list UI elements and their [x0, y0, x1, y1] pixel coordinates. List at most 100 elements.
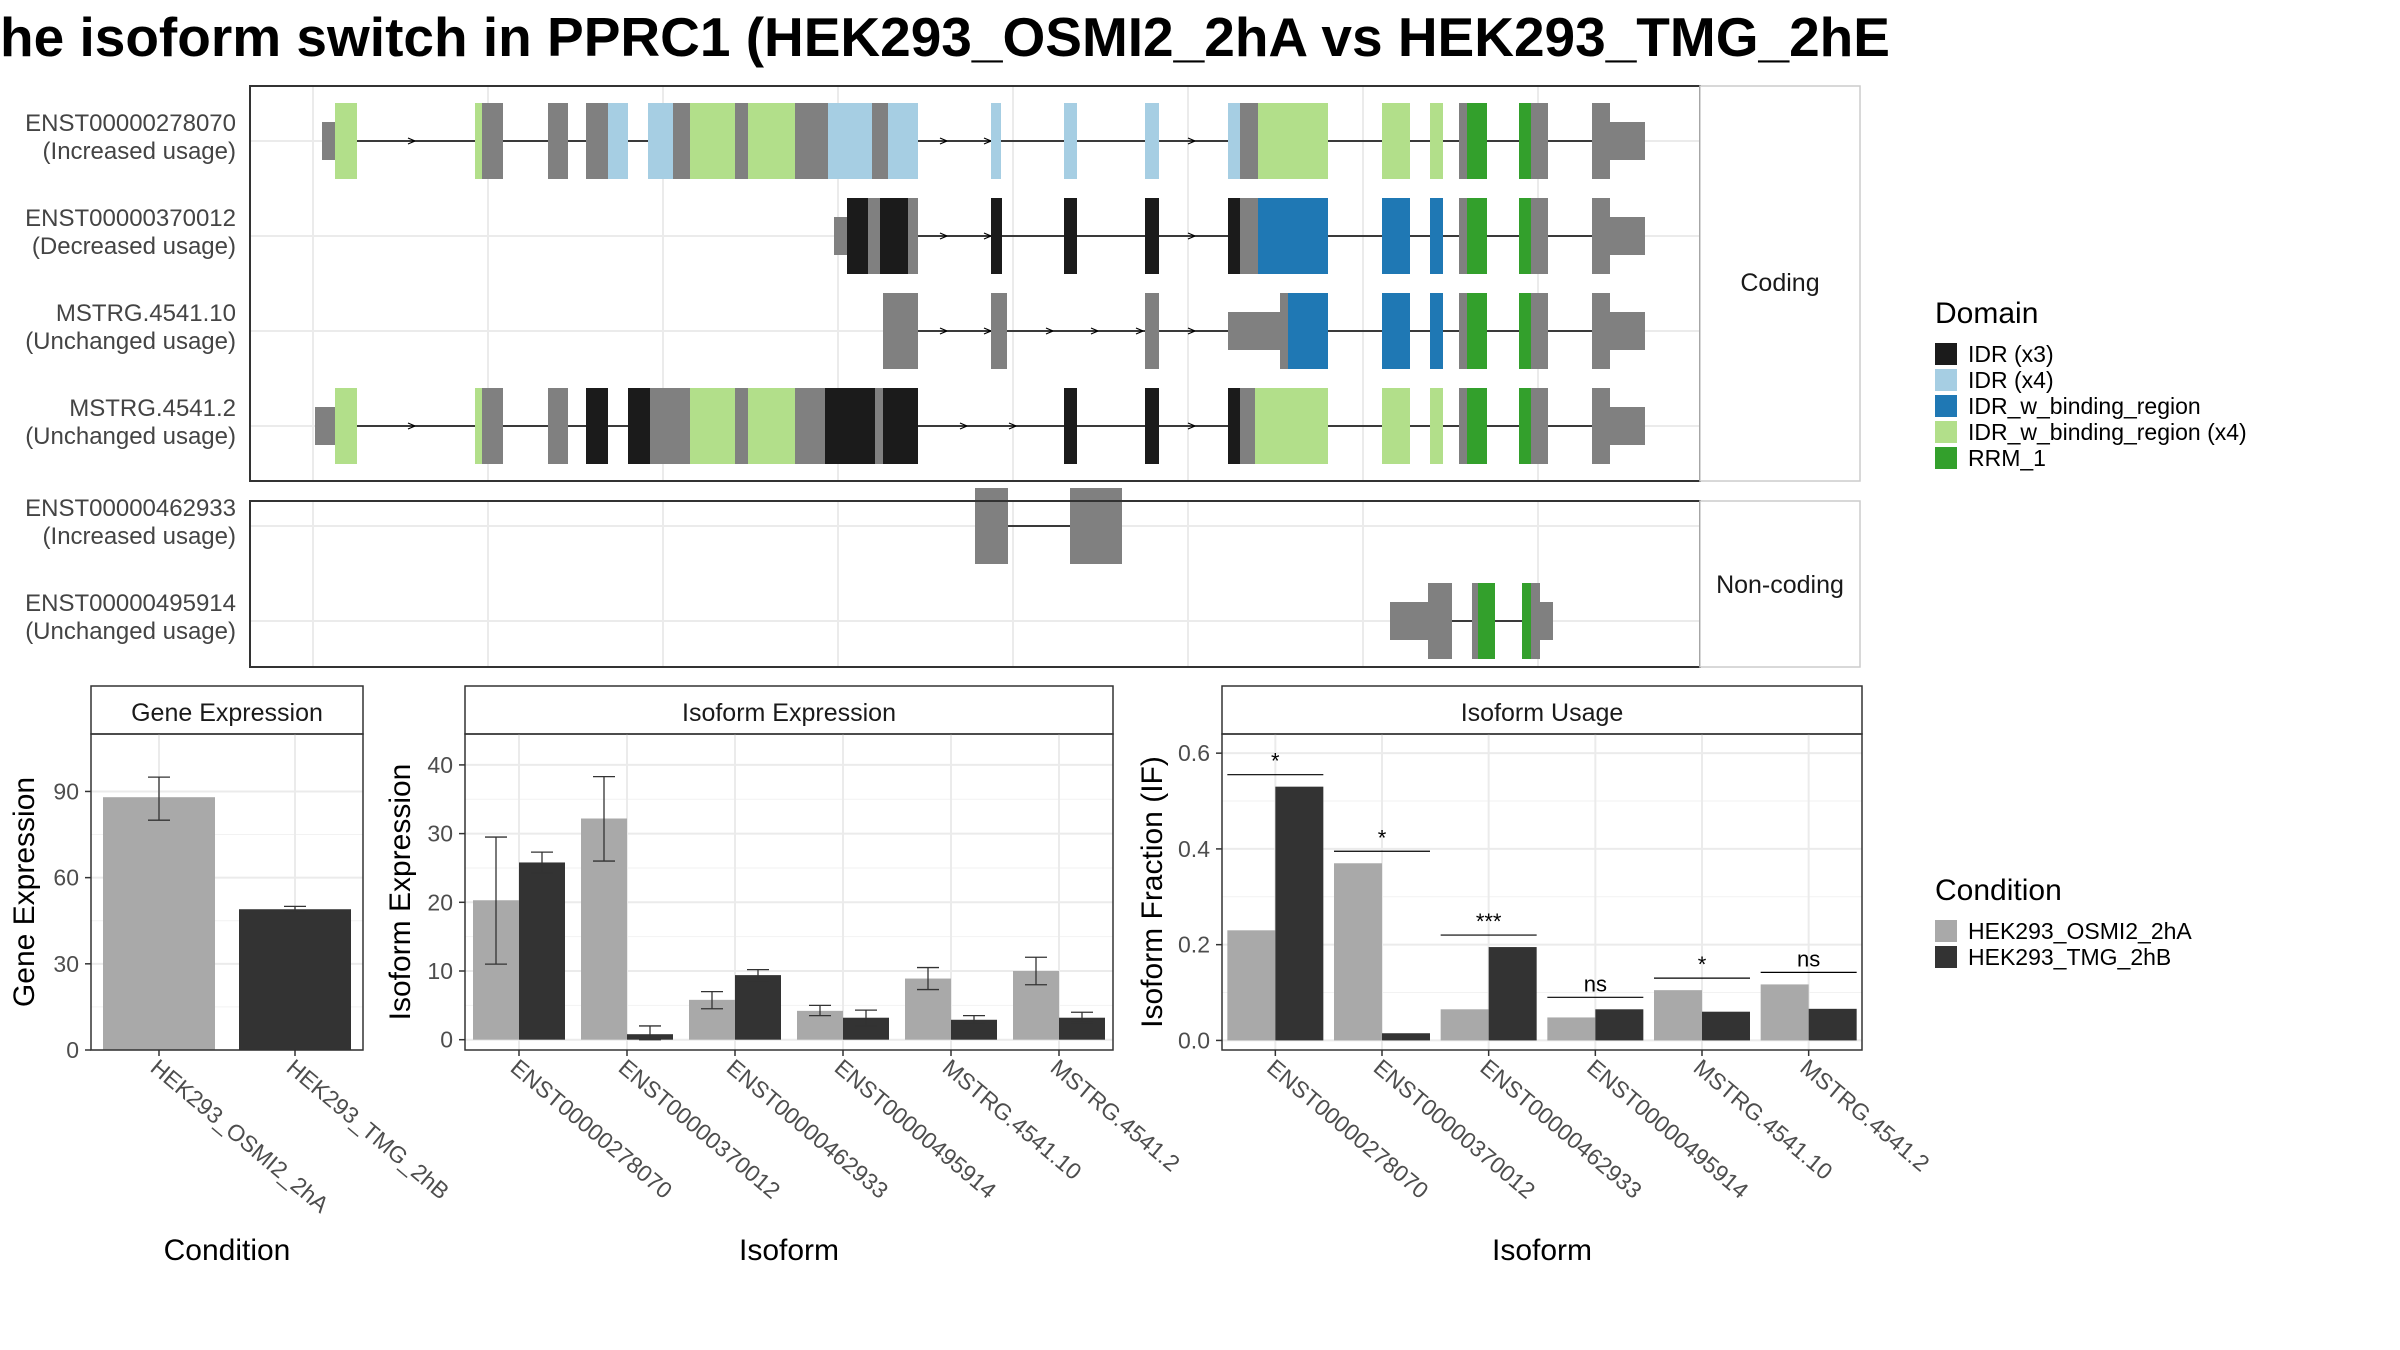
exon-block — [548, 103, 568, 179]
bar — [1275, 786, 1324, 1041]
exon-block — [868, 198, 880, 274]
bar — [1227, 930, 1276, 1041]
utr-block — [1610, 312, 1645, 350]
exon-block — [1467, 293, 1487, 369]
exon-block — [1467, 103, 1487, 179]
exon-block — [847, 198, 868, 274]
transcript-id-label: ENST00000370012 — [25, 205, 236, 232]
y-tick-label: 30 — [427, 821, 453, 847]
exon-block — [1240, 198, 1258, 274]
exon-block — [1382, 293, 1410, 369]
exon-block — [1592, 388, 1610, 464]
bar — [1382, 1033, 1430, 1041]
transcript-usage-label: (Increased usage) — [43, 523, 236, 550]
exon-block — [1382, 103, 1410, 179]
exon-block — [1430, 388, 1443, 464]
bar — [1488, 947, 1537, 1041]
domain-legend-label: IDR (x4) — [1968, 367, 2054, 393]
strand-arrow-icon — [1090, 327, 1100, 335]
exon-block — [586, 388, 608, 464]
condition-legend-swatch — [1935, 920, 1957, 942]
exon-block — [335, 388, 357, 464]
exon-block — [650, 388, 690, 464]
utr-block — [1610, 217, 1645, 255]
y-tick-label: 0 — [440, 1027, 453, 1053]
noncoding-transcript-labels: ENST00000462933(Increased usage) ENST0000… — [25, 495, 236, 645]
plot-border — [90, 733, 364, 1051]
transcript-usage-label: (Unchanged usage) — [25, 423, 236, 450]
strand-arrow-icon — [1187, 137, 1197, 145]
utr-block — [1540, 602, 1553, 640]
exon-block — [888, 103, 918, 179]
utr-block — [834, 217, 847, 255]
strand-arrow-icon — [407, 137, 417, 145]
domain-legend-label: RRM_1 — [1968, 445, 2046, 471]
exon-block — [1240, 103, 1258, 179]
exon-block — [1070, 488, 1122, 564]
condition-legend-label: HEK293_OSMI2_2hA — [1968, 918, 2192, 944]
domain-legend-label: IDR (x3) — [1968, 341, 2054, 367]
significance-label: * — [1378, 825, 1387, 850]
exon-block — [690, 103, 735, 179]
bar — [1808, 1008, 1857, 1041]
y-tick-label: 10 — [427, 958, 453, 984]
domain-legend: Domain IDR (x3)IDR (x4)IDR_w_binding_reg… — [1935, 297, 2247, 471]
plot-background — [465, 734, 1113, 1050]
exon-block — [1145, 103, 1159, 179]
chart-title: Gene Expression — [131, 699, 323, 727]
exon-block — [1240, 388, 1255, 464]
exon-block — [1064, 198, 1077, 274]
exon-block — [1459, 198, 1467, 274]
exon-block — [1430, 103, 1443, 179]
exon-block — [883, 388, 918, 464]
domain-legend-swatch — [1935, 395, 1957, 417]
exon-block — [1522, 583, 1531, 659]
exon-block — [1531, 583, 1540, 659]
exon-block — [1428, 583, 1452, 659]
domain-legend-swatch — [1935, 343, 1957, 365]
y-tick-label: 30 — [53, 951, 79, 977]
significance-label: ns — [1584, 971, 1607, 996]
noncoding-panel: Non-coding ENST00000462933(Increased usa… — [25, 488, 1861, 668]
y-tick-label: 0.6 — [1178, 740, 1210, 766]
exon-block — [975, 488, 1008, 564]
figure-title: he isoform switch in PPRC1 (HEK293_OSMI2… — [0, 6, 1890, 68]
domain-legend-title: Domain — [1935, 297, 2038, 330]
coding-strip — [1699, 85, 1861, 482]
y-tick-label: 0 — [66, 1037, 79, 1063]
exon-block — [735, 388, 748, 464]
coding-panel: Coding ENST00000278070(Increased usage)E… — [25, 85, 1861, 482]
exon-block — [586, 103, 608, 179]
exon-block — [1258, 103, 1328, 179]
exon-block — [735, 103, 748, 179]
strand-arrow-icon — [939, 232, 949, 240]
domain-legend-items: IDR (x3)IDR (x4)IDR_w_binding_regionIDR_… — [1935, 341, 2247, 471]
exon-block — [1467, 198, 1487, 274]
bar — [1702, 1011, 1750, 1041]
transcript-id-label: ENST00000462933 — [25, 495, 236, 522]
transcript-id-label: ENST00000495914 — [25, 590, 236, 617]
transcript-id-label: MSTRG.4541.10 — [56, 300, 236, 327]
x-axis-title: Isoform — [1492, 1234, 1592, 1267]
bar — [519, 862, 565, 1040]
bar — [1440, 1009, 1489, 1041]
strand-arrow-icon — [1187, 232, 1197, 240]
strand-arrow-icon — [407, 422, 417, 430]
significance-label: ns — [1797, 946, 1820, 971]
domain-legend-swatch — [1935, 447, 1957, 469]
exon-block — [335, 103, 357, 179]
noncoding-strip — [1699, 500, 1861, 668]
strand-arrow-icon — [1187, 422, 1197, 430]
bar — [1595, 1009, 1644, 1041]
exon-block — [1459, 388, 1467, 464]
exon-block — [875, 388, 883, 464]
exon-block — [548, 388, 568, 464]
exon-block — [1382, 388, 1410, 464]
y-tick-label: 20 — [427, 889, 453, 915]
exon-block — [628, 388, 650, 464]
exon-block — [1459, 293, 1467, 369]
chart-1: Isoform Expression010203040ENST000002780… — [384, 685, 1185, 1267]
